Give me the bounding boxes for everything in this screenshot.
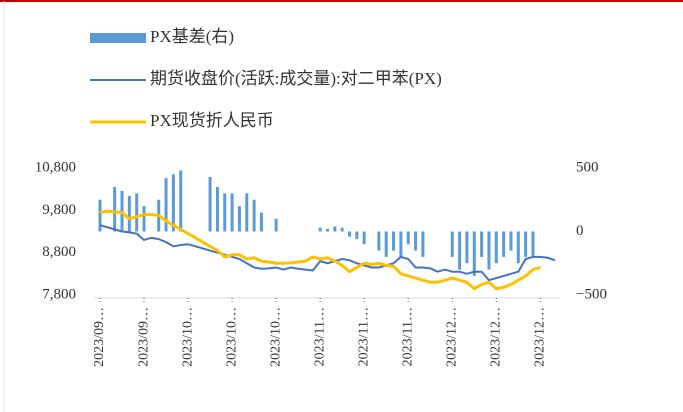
bar [179,170,183,232]
bar [494,231,498,264]
x-tick-label: 2023/12… [444,307,459,367]
bar [113,187,117,232]
bar [502,231,506,257]
bar [208,176,212,232]
bar [223,193,227,232]
bar [465,231,469,264]
legend-label: PX基差(右) [150,27,234,46]
x-tick-label: 2023/09… [92,307,107,367]
x-tick-label: 2023/11… [356,307,371,366]
y-tick-label: 7,800 [42,286,76,302]
bar [333,226,337,232]
bar [127,195,131,232]
bar [164,178,168,232]
bar [171,174,175,232]
x-tick-label: 2023/09… [136,307,151,367]
line [99,224,556,282]
bar [458,231,462,270]
bar [237,206,241,232]
legend-label: PX现货折人民币 [150,111,274,130]
bar [524,231,528,257]
bar [135,193,139,232]
bar [252,199,256,232]
x-tick-label: 2023/10… [180,307,195,367]
bar [377,231,381,251]
y2-tick-label: −500 [576,286,607,302]
bar [384,231,388,257]
bar [421,231,425,257]
bar [142,206,146,232]
x-tick-label: 2023/10… [268,307,283,367]
bar [406,231,410,245]
bar [531,231,535,257]
bar [487,231,491,270]
bar [414,231,418,251]
y-tick-label: 8,800 [42,244,76,260]
x-tick-label: 2023/10… [224,307,239,367]
bar [245,193,249,232]
y2-tick-label: 0 [576,223,584,239]
bar [355,231,359,240]
bar [509,231,513,251]
bar [215,187,219,232]
bar [450,231,454,257]
x-tick-label: 2023/11… [400,307,415,366]
bar [259,212,263,232]
bar [472,231,476,276]
legend-swatch [90,33,146,43]
y2-tick-label: 500 [576,159,599,175]
bar [274,218,278,232]
x-tick-label: 2023/12… [533,307,548,367]
bar [326,228,329,232]
bar [348,231,352,237]
bar [392,231,396,251]
bar [318,227,322,232]
x-tick-label: 2023/11… [312,307,327,366]
bar [98,199,102,232]
y-tick-label: 9,800 [42,202,76,218]
line [99,209,541,291]
x-tick-label: 2023/12… [489,307,504,367]
bar [399,231,403,257]
bar [340,227,344,232]
bar [480,231,484,257]
legend-label: 期货收盘价(活跃:成交量):对二甲苯(PX) [150,69,442,88]
bar [516,231,520,264]
y-tick-label: 10,800 [35,159,76,175]
bar [362,231,366,245]
bar [230,193,234,232]
